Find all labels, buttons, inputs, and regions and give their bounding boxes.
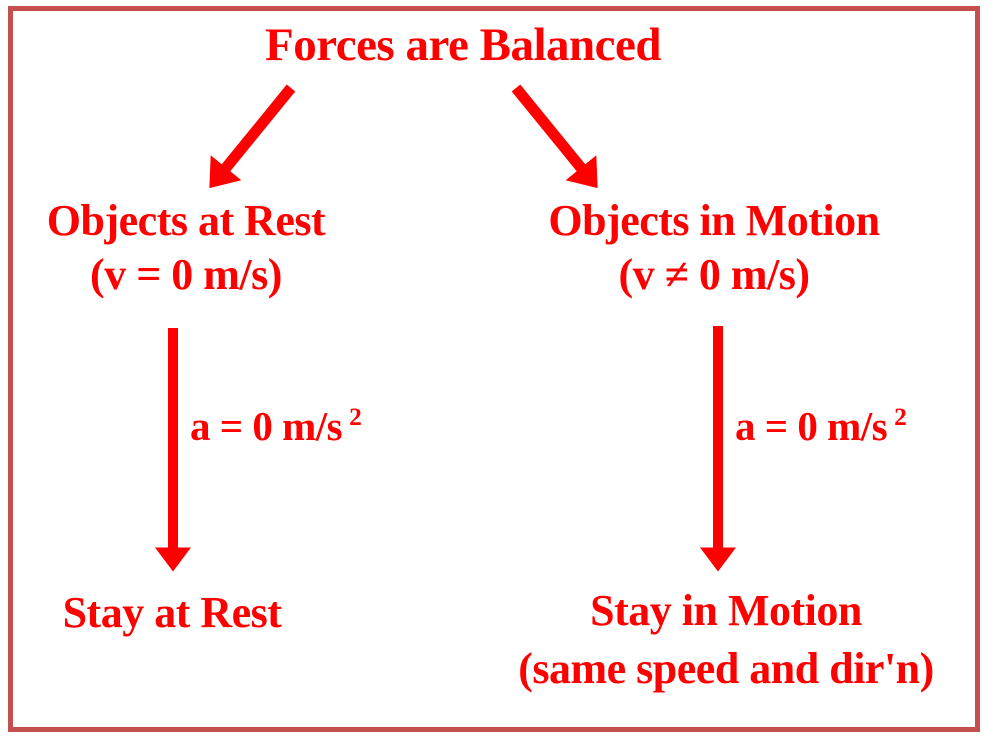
node-condition: (v = 0 m/s) [90,250,282,299]
node-title: Objects in Motion [548,196,880,245]
node-objects-at-rest: Objects at Rest (v = 0 m/s) [46,194,326,302]
outcome-stay-in-motion: Stay in Motion (same speed and dir'n) [518,582,934,698]
root-node-title: Forces are Balanced [264,19,662,71]
outcome-note: (same speed and dir'n) [518,644,934,693]
node-condition: (v ≠ 0 m/s) [618,250,810,299]
branch-arrow-right-icon [511,84,598,189]
node-objects-in-motion: Objects in Motion (v ≠ 0 m/s) [548,194,880,302]
branch-arrow-left-icon [209,84,296,189]
acceleration-formula: a = 0 m/s [735,403,888,449]
outcome-text: Stay in Motion [590,586,862,635]
superscript-exponent: 2 [894,403,907,432]
superscript-exponent: 2 [349,403,362,432]
diagram-border [8,6,980,732]
node-title: Objects at Rest [46,196,326,245]
outcome-text: Stay at Rest [62,588,282,637]
acceleration-label-left: a = 0 m/s 2 [190,402,362,450]
acceleration-label-right: a = 0 m/s 2 [735,402,907,450]
outcome-stay-at-rest: Stay at Rest [63,584,282,642]
acceleration-formula: a = 0 m/s [190,403,343,449]
